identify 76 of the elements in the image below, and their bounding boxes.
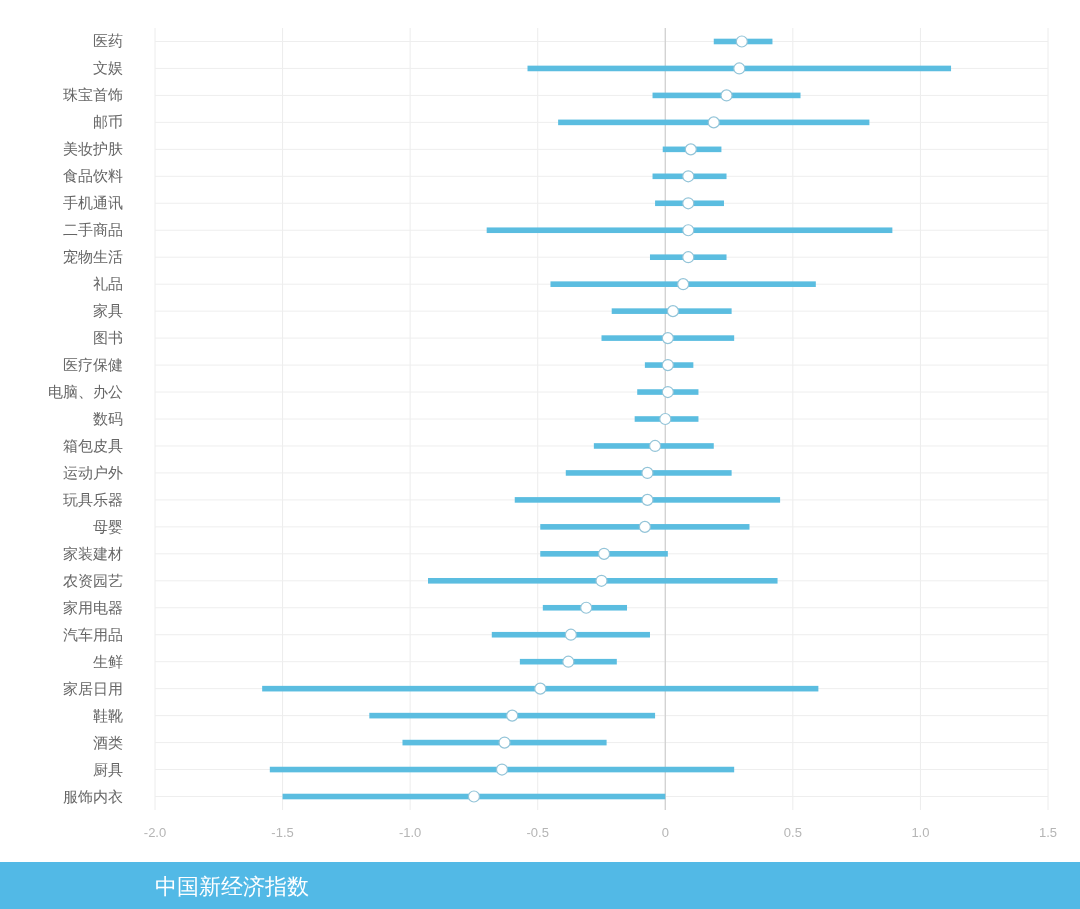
bar — [550, 281, 816, 287]
bar — [514, 497, 781, 503]
point — [682, 197, 695, 210]
x-tick-label: -1.5 — [271, 825, 294, 840]
y-tick-label: 宠物生活 — [63, 248, 123, 266]
point — [641, 493, 654, 506]
y-tick-label: 电脑、办公 — [48, 383, 123, 401]
point — [659, 412, 672, 426]
x-tick-label: -1.0 — [398, 825, 422, 840]
y-tick-label: 邮币 — [93, 113, 123, 131]
point — [564, 628, 577, 641]
point — [661, 385, 674, 399]
point — [661, 358, 674, 372]
y-tick-label: 生鲜 — [93, 652, 123, 670]
point — [534, 682, 547, 695]
point — [720, 89, 733, 102]
y-tick-label: 手机通讯 — [63, 194, 123, 212]
bar — [611, 308, 732, 314]
point — [677, 278, 690, 291]
y-tick-label: 美妆护肤 — [63, 140, 123, 158]
bar — [565, 470, 732, 476]
y-tick-label: 数码 — [93, 410, 123, 427]
bar — [428, 577, 778, 584]
y-tick-label: 珠宝首饰 — [63, 86, 123, 104]
y-tick-label: 家具 — [93, 302, 123, 320]
point — [682, 170, 695, 183]
y-tick-label: 家用电器 — [63, 598, 123, 616]
point — [641, 466, 654, 480]
point — [684, 143, 697, 156]
y-tick-label: 食品饮料 — [63, 167, 123, 185]
y-tick-label: 家居日用 — [63, 679, 123, 697]
x-tick-label: 0 — [661, 825, 669, 840]
y-tick-label: 厨具 — [93, 760, 123, 778]
point — [580, 601, 593, 614]
x-tick-label: 1.0 — [911, 825, 930, 840]
bar — [486, 227, 893, 234]
point — [562, 655, 575, 668]
y-tick-label: 文娱 — [93, 59, 123, 77]
bar — [540, 524, 750, 530]
point — [682, 224, 695, 237]
point — [638, 520, 651, 533]
y-tick-label: 二手商品 — [63, 221, 123, 239]
x-tick-label: -2.0 — [143, 825, 167, 840]
point — [467, 790, 481, 803]
y-tick-label: 玩具乐器 — [63, 490, 123, 508]
point — [495, 763, 509, 776]
y-tick-label: 酒类 — [93, 733, 123, 751]
point — [666, 305, 680, 318]
x-tick-label: -0.5 — [526, 825, 549, 840]
point — [597, 547, 611, 560]
bar — [593, 443, 714, 449]
y-tick-label: 运动户外 — [63, 463, 123, 481]
y-tick-label: 医药 — [93, 32, 123, 50]
text: 中国新经济指数 — [155, 874, 309, 899]
point — [733, 62, 746, 75]
point — [707, 116, 720, 129]
y-tick-label: 农资园艺 — [63, 571, 123, 589]
bar — [491, 631, 650, 638]
y-tick-label: 汽车用品 — [63, 625, 123, 643]
y-tick-label: 礼品 — [93, 275, 123, 293]
y-tick-label: 服饰内衣 — [63, 787, 123, 805]
x-tick-label: 0.5 — [783, 825, 802, 840]
y-tick-label: 箱包皮具 — [63, 436, 123, 454]
point — [498, 736, 511, 749]
y-tick-label: 鞋靴 — [93, 706, 123, 724]
point — [661, 332, 674, 345]
y-tick-label: 母婴 — [93, 517, 123, 535]
point — [506, 709, 519, 722]
point — [682, 251, 695, 264]
point — [735, 35, 748, 48]
point — [595, 574, 608, 587]
y-tick-label: 医疗保健 — [63, 356, 123, 374]
x-tick-label: 1.5 — [1038, 825, 1058, 840]
y-tick-label: 图书 — [93, 329, 123, 347]
point — [648, 439, 662, 453]
y-tick-label: 家装建材 — [63, 544, 123, 562]
